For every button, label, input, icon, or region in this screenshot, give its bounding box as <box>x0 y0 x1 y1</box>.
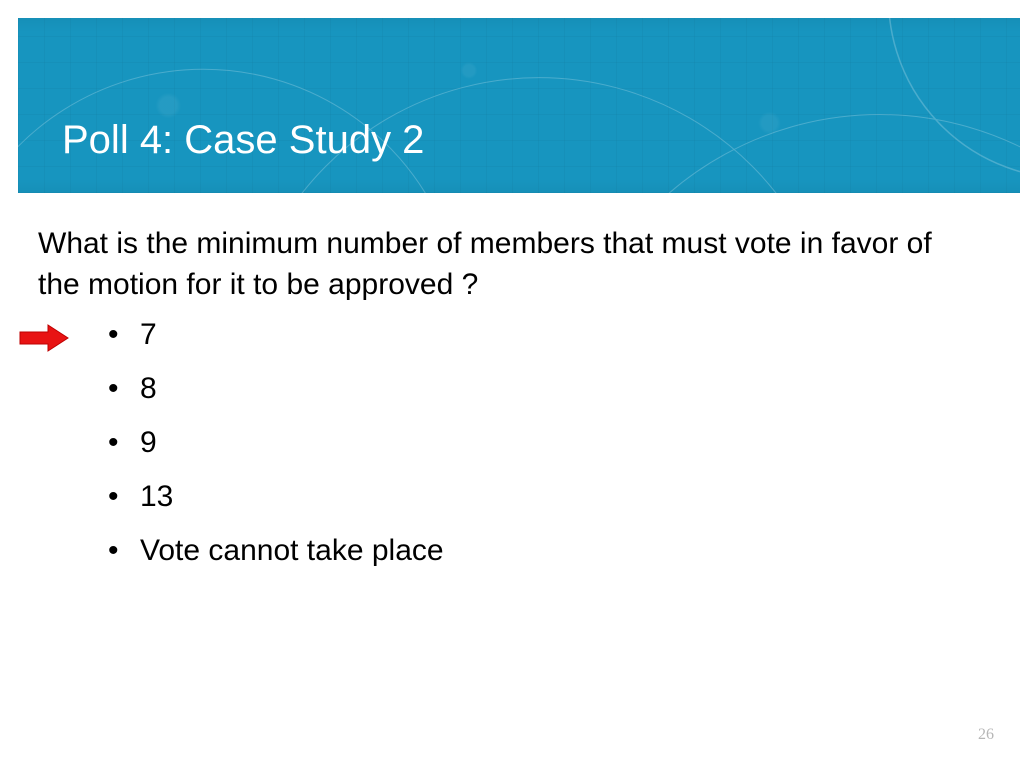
arrow-shape <box>20 325 68 351</box>
title-band: Poll 4: Case Study 2 <box>18 18 1020 193</box>
answer-arrow-icon <box>18 323 70 353</box>
question-text: What is the minimum number of members th… <box>38 224 964 305</box>
option-item: 13 <box>108 482 444 512</box>
slide-title: Poll 4: Case Study 2 <box>62 118 424 163</box>
option-item: 9 <box>108 428 444 458</box>
option-item: 8 <box>108 374 444 404</box>
decorative-arcs <box>18 18 1020 193</box>
option-item: 7 <box>108 320 444 350</box>
option-item: Vote cannot take place <box>108 536 444 566</box>
page-number: 26 <box>978 726 994 744</box>
options-list: 7 8 9 13 Vote cannot take place <box>108 320 444 590</box>
